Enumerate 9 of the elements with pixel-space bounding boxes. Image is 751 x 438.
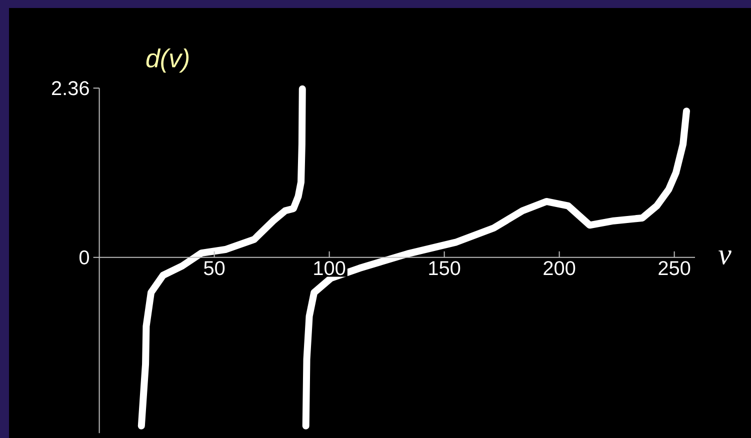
x-tick-label: 150	[429, 261, 460, 276]
y-tick-label: 2.36	[52, 81, 89, 96]
x-tick-label: 250	[658, 261, 690, 276]
x-tick-label: 200	[544, 261, 576, 276]
x-axis-title: v	[718, 250, 732, 265]
x-tick-label: 100	[314, 261, 346, 276]
x-tick-label: 50	[204, 261, 225, 276]
y-axis-title: d(v)	[146, 48, 189, 73]
y-tick-label: 0	[79, 250, 89, 264]
